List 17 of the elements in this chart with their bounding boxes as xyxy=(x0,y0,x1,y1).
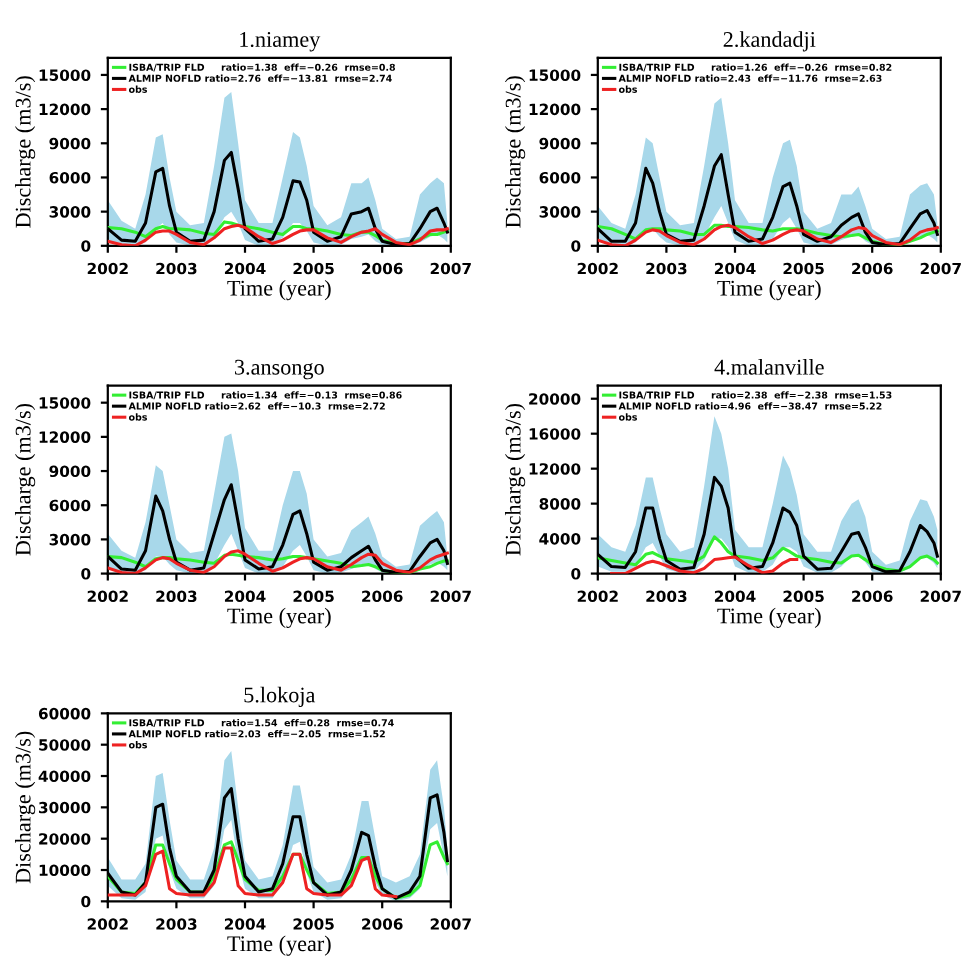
line-series xyxy=(609,555,799,574)
x-axis-title: Time (year) xyxy=(717,607,821,629)
chart-title: 2.kandadji xyxy=(723,31,816,52)
y-axis-title: Discharge (m3/s) xyxy=(504,76,526,228)
line-series xyxy=(107,846,398,899)
x-axis-title: Time (year) xyxy=(227,607,331,629)
chart-title: 3.ansongo xyxy=(234,359,324,380)
chart-title: 1.niamey xyxy=(240,32,321,52)
x-axis-title: Time (year) xyxy=(227,280,331,301)
chart-title: 4.malanville xyxy=(714,359,824,375)
x-axis-title: Time (year) xyxy=(717,280,821,301)
y-axis-title: Discharge (m3/s) xyxy=(14,731,36,884)
x-axis-title: Time (year) xyxy=(227,935,331,956)
chart-title: 5.lokoja xyxy=(244,686,316,707)
y-axis-title: Discharge (m3/s) xyxy=(504,403,526,556)
y-axis-title: Discharge (m3/s) xyxy=(14,76,36,228)
y-axis-title: Discharge (m3/s) xyxy=(14,403,36,556)
